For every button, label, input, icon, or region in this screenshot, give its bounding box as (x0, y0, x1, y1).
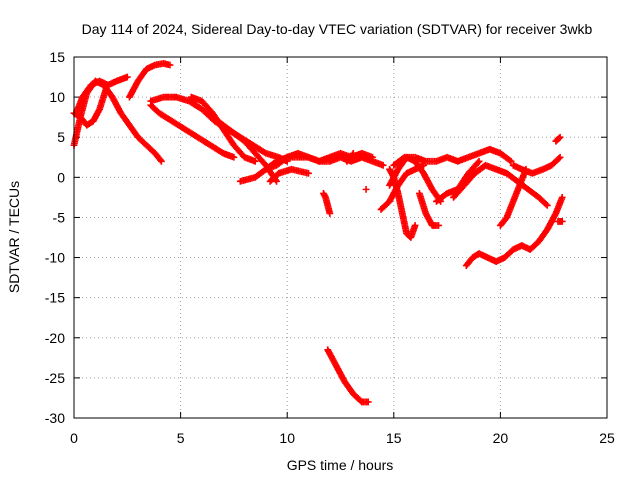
chart-title: Day 114 of 2024, Sidereal Day-to-day VTE… (82, 21, 593, 37)
y-tick-label: -20 (45, 330, 65, 346)
y-tick-label: 10 (49, 89, 65, 105)
series-track-27 (554, 218, 566, 225)
y-tick-label: -25 (45, 370, 65, 386)
y-axis-label: SDTVAR / TECUs (6, 181, 22, 293)
series-track-6 (147, 101, 238, 161)
data-point (158, 157, 165, 165)
series-track-20 (415, 189, 442, 229)
series-track-8 (209, 113, 280, 185)
series-track-21 (433, 157, 483, 205)
x-tick-label: 5 (177, 430, 185, 446)
data-point (475, 157, 483, 165)
data-point (474, 159, 482, 167)
x-tick-label: 25 (599, 430, 615, 446)
data-point (166, 61, 174, 69)
x-tick-label: 20 (493, 430, 509, 446)
series-track-23 (497, 165, 530, 229)
data-point (435, 222, 442, 229)
series-track-5 (147, 93, 291, 165)
data-point (399, 154, 407, 162)
data-point (305, 169, 312, 177)
data-point (558, 193, 566, 201)
data-point (102, 85, 110, 93)
series-track-4 (126, 60, 174, 101)
series-track-10 (262, 149, 376, 173)
plot-area (70, 60, 566, 406)
data-point (273, 177, 280, 185)
y-tick-labels: 15 10 5 0 -5 -10 -15 -20 -25 -30 (45, 49, 65, 426)
data-point (123, 73, 131, 81)
data-point (364, 398, 372, 406)
series-track-11 (266, 165, 312, 185)
data-point (349, 149, 357, 157)
data-point (556, 133, 564, 141)
data-point (230, 153, 238, 161)
data-point (362, 185, 370, 193)
data-point (556, 153, 564, 161)
data-point (379, 161, 387, 169)
data-point (156, 156, 164, 164)
data-point (411, 222, 419, 229)
data-point (555, 134, 563, 142)
series-track-7 (187, 93, 259, 165)
y-tick-label: 0 (57, 169, 65, 185)
plot-frame (73, 56, 608, 419)
data-point (555, 155, 563, 162)
series-track-15 (324, 346, 372, 406)
x-tick-label: 10 (279, 430, 295, 446)
series-track-26 (552, 133, 564, 145)
x-tick-labels: 0 5 10 15 20 25 (70, 430, 615, 446)
x-tick-label: 0 (70, 430, 78, 446)
data-point (326, 210, 334, 217)
y-tick-label: -15 (45, 290, 65, 306)
y-tick-label: 5 (57, 129, 65, 145)
data-point (543, 202, 551, 209)
y-tick-label: -30 (45, 410, 65, 426)
y-tick-label: -5 (53, 209, 66, 225)
x-axis-label: GPS time / hours (287, 457, 394, 473)
data-point (542, 200, 550, 208)
data-point (251, 157, 259, 165)
data-point (507, 157, 515, 165)
series-track-3 (70, 85, 110, 129)
data-point (369, 153, 376, 161)
data-point (506, 156, 514, 164)
series-track-24 (509, 153, 564, 177)
y-tick-label: 15 (49, 49, 65, 65)
series-track-14 (362, 185, 370, 193)
series-track-13 (341, 149, 357, 165)
x-tick-label: 15 (386, 430, 402, 446)
data-point (558, 218, 566, 225)
series-track-12 (320, 189, 334, 217)
y-tick-label: -10 (45, 250, 65, 266)
series-track-19 (390, 145, 515, 169)
series-track-25 (462, 193, 566, 269)
